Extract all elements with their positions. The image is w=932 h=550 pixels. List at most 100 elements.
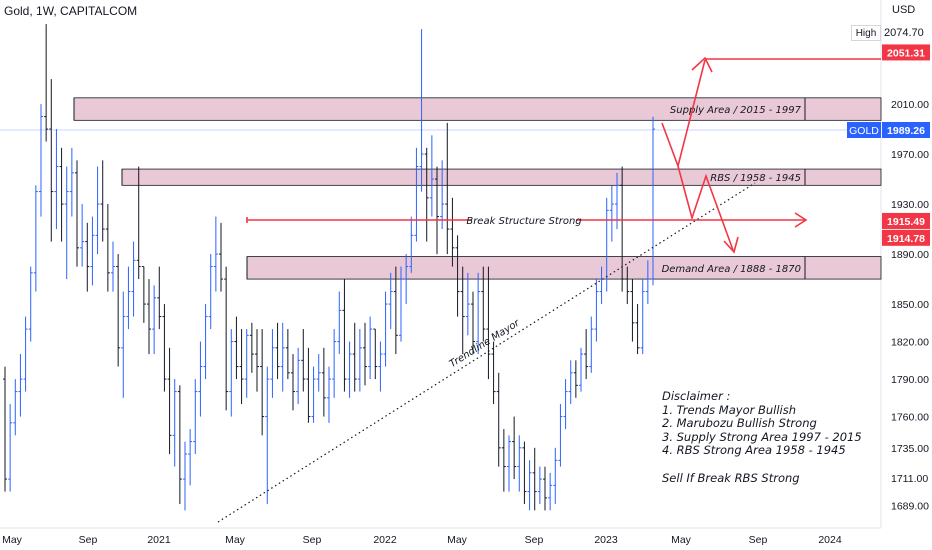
candle: [131, 241, 136, 317]
candle: [548, 472, 553, 511]
disclaimer-note: Sell If Break RBS Strong: [662, 470, 800, 485]
candle: [234, 316, 239, 380]
candle: [558, 404, 563, 467]
price-label-value: 1989.26: [887, 125, 925, 137]
candle: [147, 279, 151, 355]
candle: [537, 466, 542, 505]
candle: [491, 341, 496, 405]
high-value: 2074.70: [884, 27, 924, 39]
candles: [3, 24, 655, 511]
candle: [589, 316, 594, 373]
y-tick-label: 1711.00: [891, 473, 928, 485]
break-structure-arrowhead: [794, 212, 808, 228]
candle: [306, 347, 311, 423]
candle: [100, 160, 105, 242]
candle: [75, 160, 79, 267]
candle: [3, 366, 7, 492]
candle: [352, 322, 357, 392]
price-label-value: 1915.49: [887, 216, 925, 228]
candle: [399, 266, 403, 342]
candle: [496, 372, 501, 467]
price-label: GOLD 1989.26: [847, 122, 930, 138]
disclaimer: Disclaimer : 1. Trends Mayor Bullish 2. …: [662, 389, 862, 485]
price-label-bg: [882, 229, 930, 246]
candle: [49, 79, 54, 242]
x-tick-label: May: [225, 534, 246, 546]
candle: [363, 322, 367, 386]
candle: [429, 135, 434, 217]
candle: [105, 204, 110, 292]
candle: [208, 254, 213, 330]
candle: [285, 329, 290, 380]
y-tick-label: 1689.00: [891, 500, 929, 512]
candle: [291, 354, 295, 411]
candle: [553, 447, 558, 505]
x-tick-label: 2022: [373, 534, 397, 546]
x-tick-label: 2023: [594, 534, 618, 546]
candle: [373, 328, 378, 380]
candle: [121, 291, 126, 398]
disclaimer-item: 3. Supply Strong Area 1997 - 2015: [662, 429, 862, 444]
candle: [388, 272, 393, 330]
candle: [543, 466, 547, 511]
candle: [116, 254, 121, 367]
candle: [393, 266, 398, 355]
candle: [280, 322, 285, 392]
candle: [645, 260, 650, 305]
candle: [476, 272, 481, 355]
bullish-projection-arrowhead: [691, 56, 713, 73]
candle: [23, 316, 28, 392]
price-axis[interactable]: 2010.00 1970.00 1930.00 1890.00 1850.00 1820.…: [847, 44, 930, 512]
zones: Supply Area / 2015 - 1997 RBS / 1958 - 19…: [73, 97, 882, 280]
candle: [414, 147, 419, 242]
candle: [239, 329, 244, 405]
y-tick-label: 1850.00: [891, 299, 929, 311]
candle: [332, 329, 337, 398]
y-tick-label: 1820.00: [891, 337, 929, 349]
currency-label: USD: [892, 4, 916, 16]
candle: [419, 29, 424, 192]
y-tick-label: 1890.00: [891, 249, 929, 261]
candle: [229, 329, 234, 417]
x-tick-label: Sep: [79, 534, 98, 546]
price-label-value: 2051.31: [887, 47, 925, 59]
candle: [481, 266, 486, 342]
y-tick-label: 1760.00: [891, 412, 929, 424]
candle: [563, 379, 568, 430]
candle: [383, 291, 388, 367]
bearish-projection-arrowhead: [723, 236, 739, 254]
candle: [162, 304, 167, 392]
x-tick-label: 2024: [818, 534, 842, 546]
candle: [337, 291, 342, 355]
candle: [219, 222, 223, 292]
candle: [357, 329, 362, 392]
candle: [635, 304, 640, 355]
candle: [471, 291, 475, 355]
y-tick-label: 1735.00: [891, 443, 929, 455]
y-tick-label: 1970.00: [891, 149, 929, 161]
candle: [625, 266, 630, 305]
candle: [249, 322, 254, 373]
candle: [342, 279, 347, 392]
x-tick-label: Sep: [303, 534, 322, 546]
candle: [584, 329, 589, 380]
disclaimer-item: 4. RBS Strong Area 1958 - 1945: [662, 443, 846, 458]
candle: [198, 341, 203, 417]
bearish-projection-path: [677, 165, 734, 251]
candle: [522, 441, 527, 505]
candle: [435, 166, 439, 255]
candle: [460, 266, 465, 355]
x-tick-label: May: [671, 534, 692, 546]
disclaimer-title: Disclaimer :: [662, 389, 731, 403]
candle: [455, 235, 460, 317]
candle: [224, 266, 229, 411]
candle: [85, 222, 90, 292]
candle: [183, 441, 187, 511]
candle: [141, 266, 146, 323]
time-axis[interactable]: May Sep 2021 May Sep 2022 May Sep 2023 May Sep 2024: [2, 534, 842, 546]
disclaimer-item: 2. Marubozu Bullish Strong: [662, 416, 817, 431]
price-label-tag: GOLD: [849, 125, 879, 137]
candle: [450, 197, 455, 267]
candle: [13, 379, 18, 436]
